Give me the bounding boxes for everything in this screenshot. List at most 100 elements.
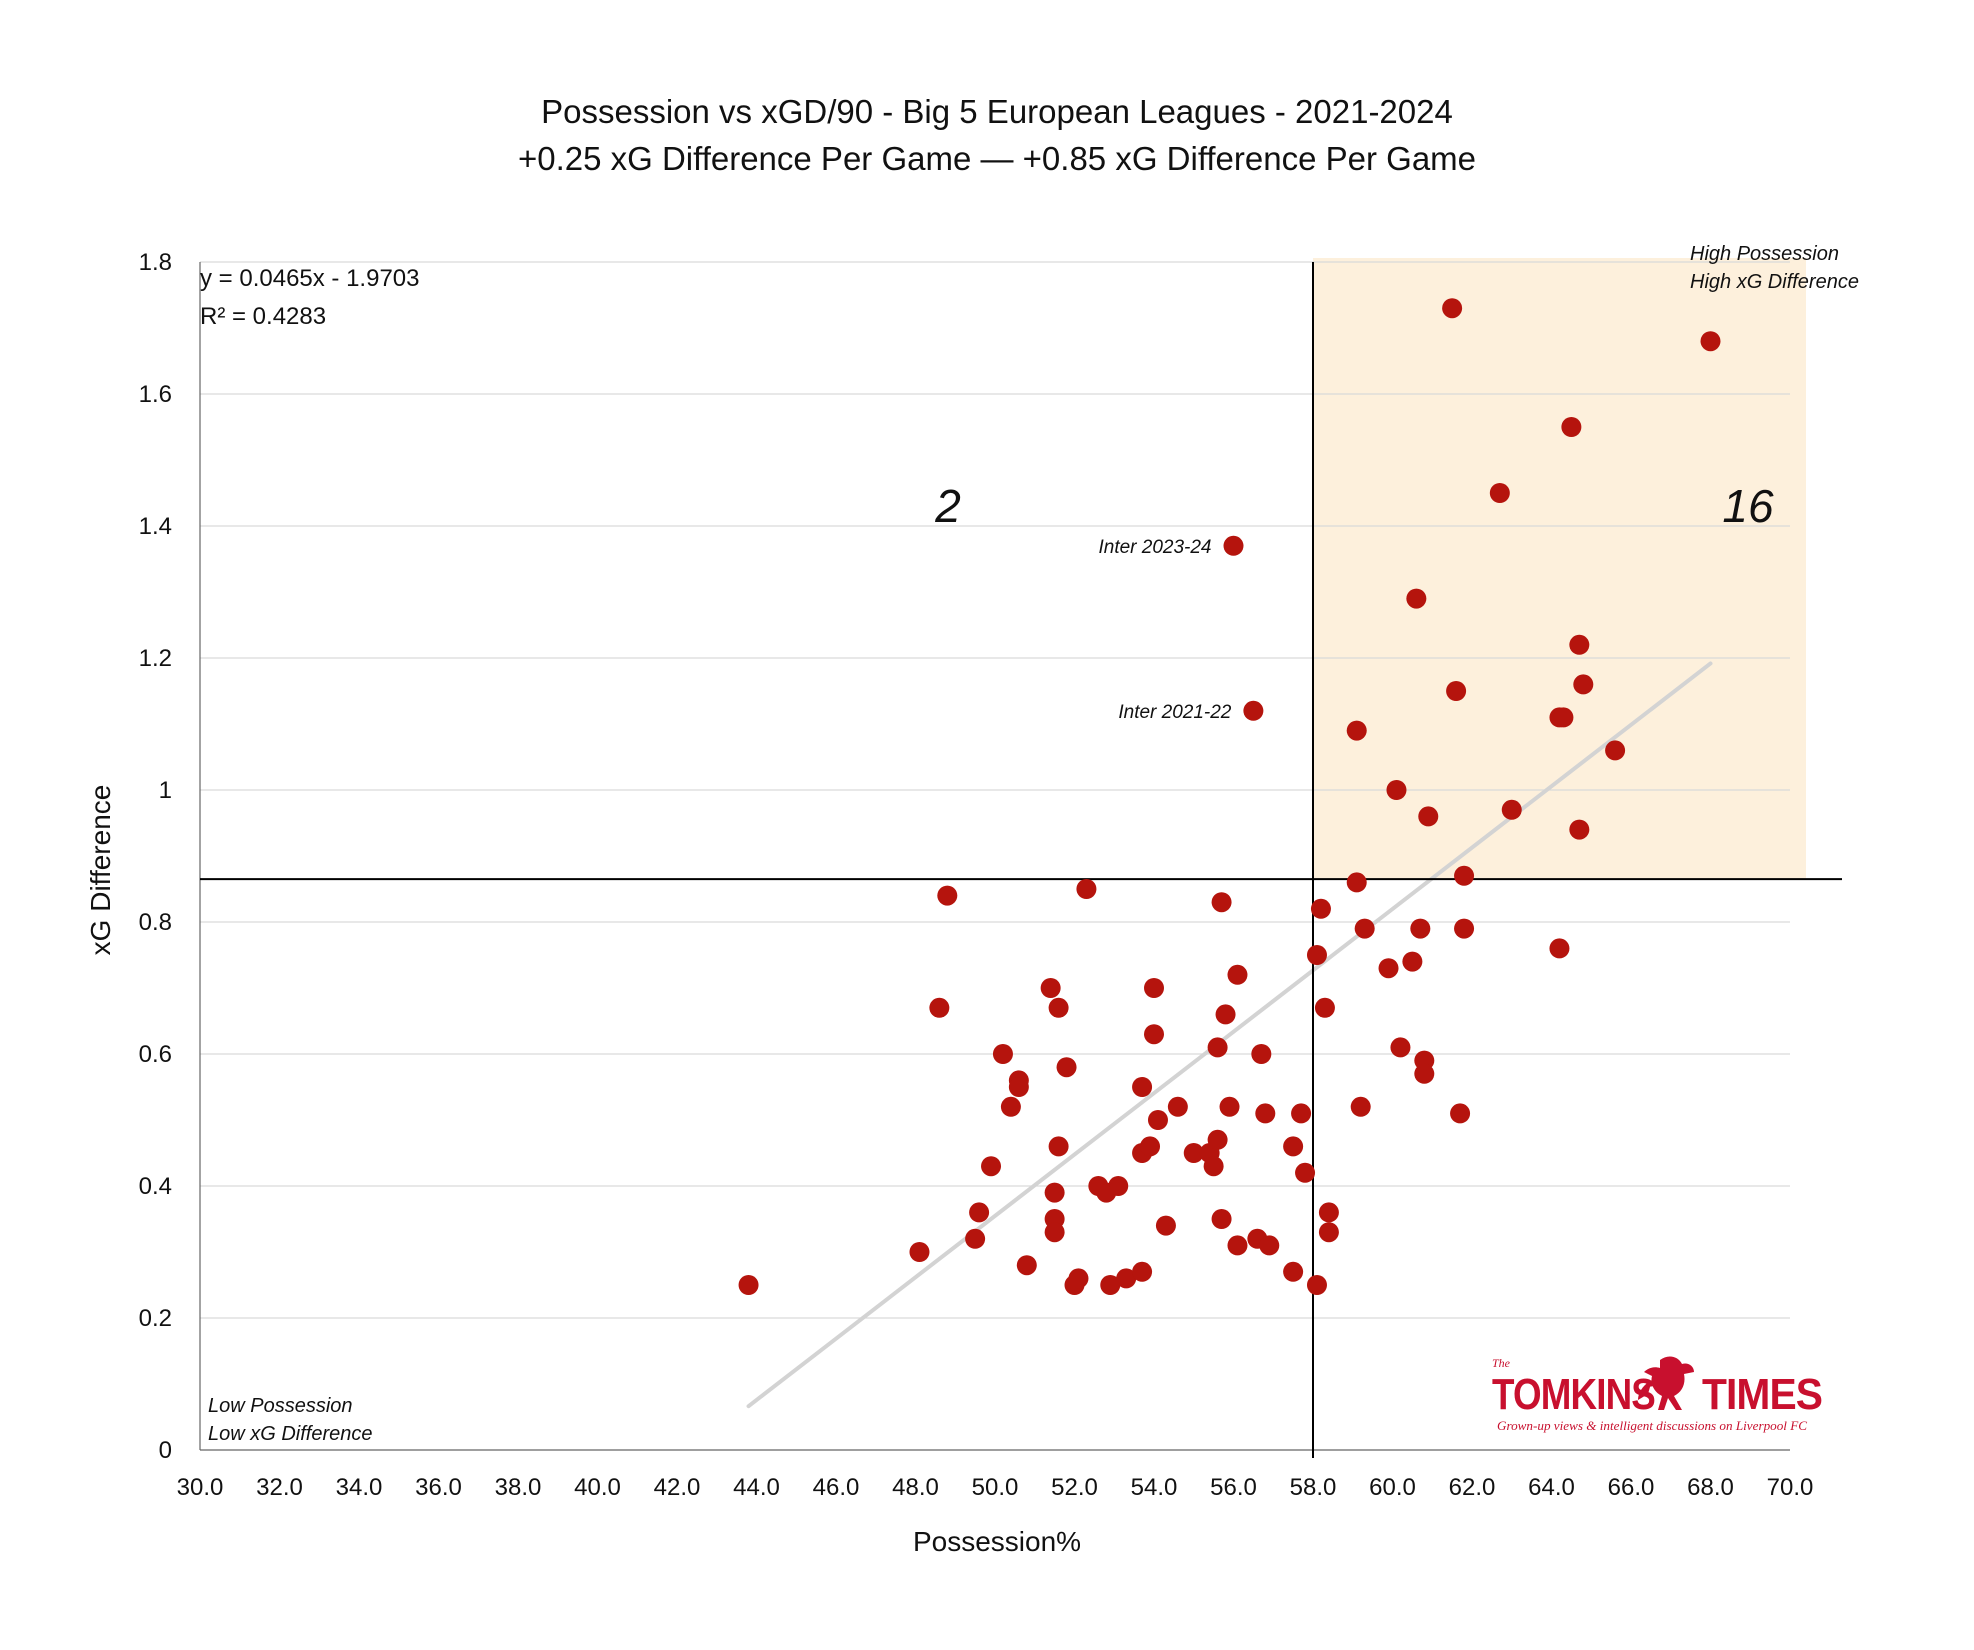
x-tick-1: 32.0	[256, 1474, 303, 1501]
data-point-43	[1215, 1004, 1236, 1025]
x-tick-18: 66.0	[1608, 1474, 1655, 1501]
data-point-47	[1227, 964, 1248, 985]
x-tick-2: 34.0	[336, 1474, 383, 1501]
y-tick-2: 0.4	[139, 1173, 172, 1200]
y-tick-7: 1.4	[139, 513, 172, 540]
data-point-67	[1378, 958, 1399, 979]
x-tick-12: 54.0	[1131, 1474, 1178, 1501]
data-point-57	[1306, 1275, 1327, 1295]
data-point-24	[1100, 1275, 1121, 1295]
data-point-3	[937, 885, 958, 906]
logo-brand-left: TOMKINS	[1492, 1370, 1655, 1419]
reference-lines	[200, 262, 1842, 1458]
x-tick-16: 62.0	[1449, 1474, 1496, 1501]
data-point-87	[1569, 634, 1590, 655]
data-point-91	[1700, 331, 1721, 352]
y-tick-9: 1.8	[139, 249, 172, 276]
data-point-21	[1076, 879, 1097, 899]
data-point-59	[1310, 898, 1331, 919]
data-point-48	[1243, 700, 1264, 721]
data-point-62	[1318, 1222, 1339, 1243]
data-point-11	[1016, 1255, 1037, 1276]
x-tick-19: 68.0	[1687, 1474, 1734, 1501]
data-point-28	[1132, 1077, 1153, 1097]
data-point-39	[1207, 1129, 1228, 1150]
data-point-78	[1450, 1103, 1471, 1124]
data-point-44	[1219, 1096, 1240, 1117]
point-annotations: Inter 2023-24 Inter 2021-22	[1098, 537, 1231, 723]
data-point-16	[1048, 1136, 1069, 1157]
data-point-89	[1573, 674, 1594, 695]
x-tick-17: 64.0	[1528, 1474, 1575, 1501]
data-point-61	[1318, 1202, 1339, 1223]
data-point-55	[1291, 1103, 1312, 1124]
x-tick-14: 58.0	[1290, 1474, 1337, 1501]
data-point-15	[1044, 1222, 1065, 1243]
data-point-58	[1306, 945, 1327, 965]
data-point-25	[1108, 1176, 1129, 1196]
data-point-66	[1354, 918, 1375, 939]
data-point-56	[1295, 1162, 1316, 1183]
corner-note-bottom-left-1: Low Possession	[208, 1395, 353, 1417]
data-point-79	[1454, 865, 1475, 886]
logo-tagline: Grown-up views & intelligent discussions…	[1497, 1418, 1807, 1433]
data-point-71	[1406, 588, 1427, 609]
y-tick-6: 1.2	[139, 645, 172, 672]
data-point-74	[1414, 1063, 1435, 1084]
y-tick-1: 0.2	[139, 1305, 172, 1332]
y-tick-4: 0.8	[139, 909, 172, 936]
data-point-46	[1227, 1235, 1248, 1256]
y-tick-8: 1.6	[139, 381, 172, 408]
data-point-90	[1605, 740, 1626, 761]
y-tick-3: 0.6	[139, 1041, 172, 1068]
x-tick-5: 40.0	[574, 1474, 621, 1501]
data-point-33	[1147, 1110, 1168, 1130]
quadrant-count-top-left: 2	[934, 480, 961, 532]
y-tick-5: 1	[159, 777, 172, 804]
data-point-34	[1155, 1215, 1176, 1236]
trendline-equation: y = 0.0465x - 1.9703	[200, 265, 420, 292]
data-point-31	[1144, 978, 1164, 998]
data-point-35	[1167, 1096, 1188, 1117]
data-point-70	[1402, 951, 1423, 972]
data-point-42	[1211, 892, 1232, 913]
data-point-52	[1259, 1235, 1280, 1256]
trendline-layer	[746, 661, 1713, 1409]
x-tick-11: 52.0	[1051, 1474, 1098, 1501]
data-point-4	[965, 1228, 986, 1249]
data-point-86	[1561, 417, 1582, 437]
corner-note-bottom-left-2: Low xG Difference	[208, 1423, 373, 1445]
y-tick-0: 0	[159, 1437, 172, 1464]
data-point-68	[1386, 780, 1407, 800]
x-tick-7: 44.0	[733, 1474, 780, 1501]
data-point-53	[1283, 1261, 1304, 1282]
data-point-41	[1211, 1209, 1232, 1229]
data-point-18	[1056, 1057, 1077, 1078]
x-tick-0: 30.0	[177, 1474, 224, 1501]
data-point-69	[1390, 1037, 1411, 1058]
data-point-45	[1223, 535, 1244, 556]
data-point-6	[981, 1156, 1002, 1177]
data-point-1	[909, 1242, 930, 1262]
logo-the: The	[1492, 1356, 1511, 1370]
data-point-76	[1442, 298, 1463, 319]
data-point-81	[1489, 483, 1510, 503]
corner-note-top-right-1: High Possession	[1690, 243, 1839, 265]
chart-subtitle: +0.25 xG Difference Per Game — +0.85 xG …	[518, 140, 1476, 177]
data-point-27	[1132, 1261, 1153, 1282]
x-axis-title: Possession%	[913, 1526, 1081, 1557]
data-point-17	[1048, 997, 1069, 1018]
data-point-5	[969, 1202, 990, 1223]
data-point-8	[1000, 1096, 1021, 1117]
chart-title: Possession vs xGD/90 - Big 5 European Le…	[541, 93, 1453, 130]
x-tick-20: 70.0	[1767, 1474, 1814, 1501]
data-point-12	[1040, 978, 1061, 998]
data-point-26	[1116, 1268, 1137, 1289]
corner-note-top-right-2: High xG Difference	[1690, 271, 1859, 293]
x-tick-4: 38.0	[495, 1474, 542, 1501]
data-point-20	[1068, 1268, 1089, 1289]
tomkins-times-logo: The TOMKINS TIMES Grown-up views & intel…	[1492, 1356, 1823, 1433]
data-point-50	[1251, 1044, 1272, 1064]
x-tick-3: 36.0	[415, 1474, 462, 1501]
data-point-80	[1454, 918, 1475, 939]
